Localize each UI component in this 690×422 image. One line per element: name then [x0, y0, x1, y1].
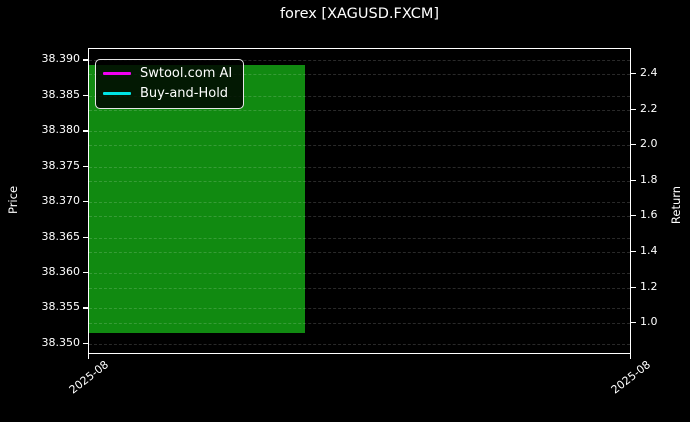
tick-mark [631, 322, 636, 324]
gridline [89, 95, 630, 97]
gridline [89, 73, 630, 75]
buyhold-line-swatch-icon [103, 92, 131, 95]
gridline [89, 131, 630, 133]
return-tick-label: 1.2 [640, 279, 658, 293]
return-tick-label: 1.8 [640, 172, 658, 186]
tick-mark [631, 72, 636, 75]
candle-2025-08 [89, 65, 306, 333]
gridline [89, 109, 630, 111]
tick-mark [83, 165, 88, 167]
tick-mark [83, 272, 88, 274]
tick-mark [83, 94, 88, 97]
chart-title: forex [XAGUSD.FXCM] [279, 6, 440, 22]
return-tick-label: 2.2 [640, 101, 658, 115]
tick-mark [629, 354, 631, 359]
gridline [89, 273, 630, 275]
legend[interactable]: Swtool.com AI Buy-and-Hold [95, 59, 245, 109]
tick-mark [83, 201, 88, 203]
tick-mark [631, 286, 636, 288]
price-tick-label: 38.390 [41, 52, 81, 66]
tick-mark [83, 342, 88, 345]
tick-mark [631, 144, 636, 146]
tick-mark [83, 59, 88, 61]
legend-item-buyhold: Buy-and-Hold [103, 86, 232, 101]
date-tick-label: 2025-08 [66, 358, 112, 397]
price-tick-label: 38.350 [41, 335, 81, 349]
return-tick-label: 1.6 [640, 208, 658, 222]
gridline [89, 166, 630, 168]
tick-mark [83, 307, 88, 309]
return-tick-label: 2.0 [640, 137, 658, 151]
tick-mark [631, 108, 636, 110]
tick-mark [631, 250, 636, 253]
legend-item-ai: Swtool.com AI [103, 66, 232, 81]
gridline [89, 60, 630, 62]
price-tick-label: 38.380 [41, 123, 81, 137]
price-tick-label: 38.365 [41, 229, 81, 243]
return-tick-label: 1.0 [640, 315, 658, 329]
gridline [89, 251, 630, 253]
price-tick-label: 38.370 [41, 194, 81, 208]
price-tick-label: 38.375 [41, 158, 81, 172]
price-tick-label: 38.385 [41, 87, 81, 101]
legend-label-buyhold: Buy-and-Hold [140, 86, 229, 101]
gridline [89, 202, 630, 204]
tick-mark [83, 236, 88, 238]
gridline [89, 237, 630, 239]
price-tick-label: 38.355 [41, 300, 81, 314]
date-tick-label: 2025-08 [608, 358, 654, 397]
gridline [89, 216, 630, 218]
tick-mark [83, 130, 88, 132]
plot-area[interactable]: Swtool.com AI Buy-and-Hold [88, 48, 631, 354]
gridline [89, 145, 630, 147]
tick-mark [631, 215, 636, 217]
tick-mark [631, 179, 636, 181]
return-tick-label: 1.4 [640, 243, 658, 257]
return-tick-label: 2.4 [640, 65, 658, 79]
price-tick-label: 38.360 [41, 265, 81, 279]
gridline [89, 180, 630, 182]
gridline [89, 343, 630, 345]
gridline [89, 323, 630, 325]
gridline [89, 287, 630, 289]
legend-label-ai: Swtool.com AI [140, 66, 233, 81]
gridline [89, 308, 630, 310]
tick-mark [87, 354, 89, 359]
ai-line-swatch-icon [103, 72, 131, 75]
